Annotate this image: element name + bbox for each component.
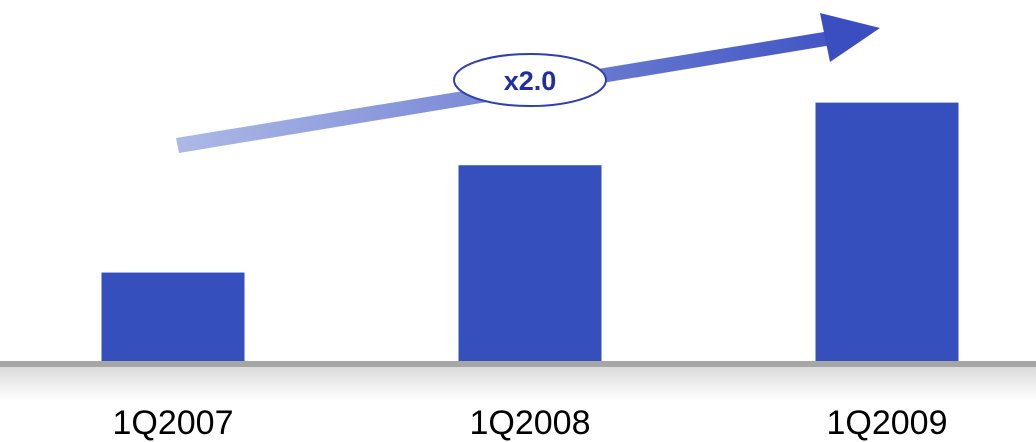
bar-series (101, 102, 959, 362)
category-label-1Q2009: 1Q2009 (827, 404, 948, 442)
category-labels: 1Q2007 1Q2008 1Q2009 (113, 404, 948, 442)
growth-multiplier-badge: x2.0 (453, 53, 607, 107)
x-axis-baseline (0, 361, 1036, 400)
bar-1Q2008 (458, 165, 602, 362)
baseline-shadow (0, 366, 1036, 400)
growth-arrow-head (820, 13, 880, 62)
baseline-line (0, 361, 1036, 367)
growth-multiplier-label: x2.0 (504, 66, 557, 96)
badge-ellipse (453, 53, 607, 107)
category-label-1Q2007: 1Q2007 (113, 404, 234, 442)
bar-1Q2007 (101, 272, 245, 362)
bar-1Q2009 (815, 102, 959, 362)
category-label-1Q2008: 1Q2008 (470, 404, 591, 442)
